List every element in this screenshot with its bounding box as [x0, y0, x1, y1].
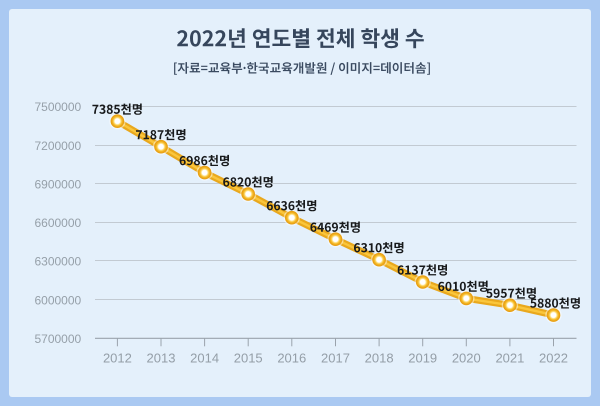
svg-text:2014: 2014 — [190, 351, 219, 366]
svg-text:2018: 2018 — [365, 351, 394, 366]
svg-text:2012: 2012 — [103, 351, 132, 366]
svg-text:2020: 2020 — [452, 351, 481, 366]
svg-text:2017: 2017 — [321, 351, 350, 366]
svg-text:6900000: 6900000 — [34, 177, 81, 191]
svg-text:7500000: 7500000 — [34, 100, 81, 114]
svg-text:2021: 2021 — [495, 351, 524, 366]
svg-text:2013: 2013 — [147, 351, 176, 366]
svg-text:5700000: 5700000 — [34, 332, 81, 346]
svg-text:6300000: 6300000 — [34, 255, 81, 269]
svg-text:2019: 2019 — [408, 351, 437, 366]
svg-text:6000000: 6000000 — [34, 293, 81, 307]
svg-text:2015: 2015 — [234, 351, 263, 366]
svg-text:6600000: 6600000 — [34, 216, 81, 230]
svg-text:2022: 2022 — [539, 351, 568, 366]
svg-text:2016: 2016 — [277, 351, 306, 366]
svg-text:7200000: 7200000 — [34, 139, 81, 153]
